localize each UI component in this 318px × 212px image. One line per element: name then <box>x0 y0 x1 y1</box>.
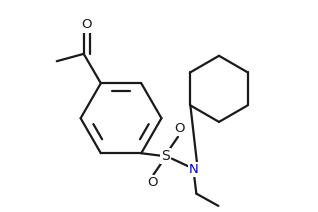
Text: O: O <box>147 176 157 189</box>
Text: S: S <box>161 149 170 163</box>
Text: O: O <box>81 18 92 31</box>
Text: O: O <box>174 122 184 135</box>
Text: N: N <box>189 163 199 176</box>
